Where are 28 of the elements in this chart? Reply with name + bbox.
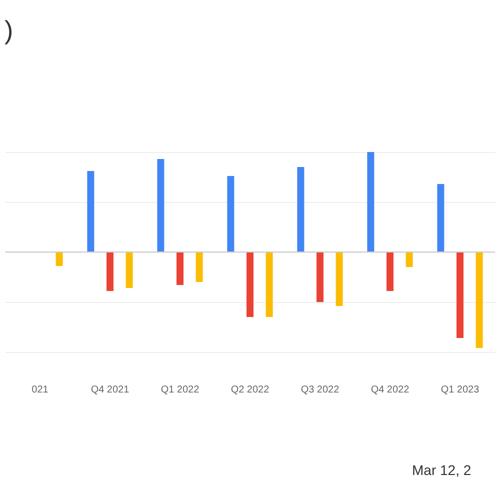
x-tick-label: Q4 2021: [90, 384, 130, 396]
bar: [336, 252, 343, 306]
x-tick-label: 021: [32, 384, 49, 396]
bar: [87, 171, 94, 252]
bar: [367, 152, 374, 252]
bar: [56, 252, 63, 266]
bar: [126, 252, 133, 288]
bar: [386, 252, 394, 291]
bar: [176, 252, 184, 285]
bar: [266, 252, 273, 317]
bar: [406, 252, 413, 267]
bar: [196, 252, 203, 282]
x-tick-label: Q4 2022: [370, 384, 410, 396]
bar: [437, 184, 444, 252]
chart-title: ): [4, 15, 14, 45]
bar: [476, 252, 483, 348]
bar: [157, 159, 164, 252]
bar: [227, 176, 234, 252]
x-tick-label: Q3 2022: [300, 384, 340, 396]
x-tick-label: Q1 2023: [440, 384, 480, 396]
x-tick-label: Q2 2022: [230, 384, 270, 396]
bar: [106, 252, 114, 291]
bar: [456, 252, 464, 338]
text: Mar 12, 2: [412, 462, 472, 478]
x-tick-label: Q1 2022: [160, 384, 200, 396]
bar: [316, 252, 324, 302]
bar: [246, 252, 254, 317]
bar: [297, 167, 304, 252]
